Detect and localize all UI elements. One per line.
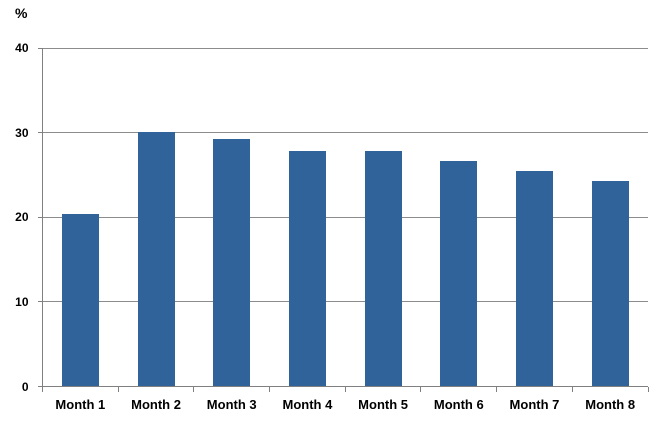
bar-month-6 <box>440 160 478 387</box>
gridline <box>42 301 648 303</box>
x-axis-tick <box>117 386 119 392</box>
x-axis-category-label: Month 5 <box>358 396 408 412</box>
y-axis-tick-label: 0 <box>21 379 29 394</box>
y-axis-tick <box>37 47 43 49</box>
x-axis-category-label: Month 6 <box>433 396 484 412</box>
gridline <box>42 47 648 49</box>
x-axis-tick <box>420 386 422 392</box>
x-axis-tick <box>344 386 346 392</box>
x-axis-tick <box>571 386 573 392</box>
bar-month-7 <box>515 170 553 387</box>
x-axis-category-label: Month 4 <box>282 396 333 412</box>
x-axis-tick <box>496 386 498 392</box>
x-axis-category-label: Month 2 <box>131 396 181 412</box>
gridline <box>42 216 648 218</box>
bar-month-1 <box>61 213 99 387</box>
gridline <box>42 132 648 134</box>
y-axis-tick-label: 30 <box>15 125 29 140</box>
x-axis-tick <box>647 386 649 392</box>
x-axis-tick <box>269 386 271 392</box>
y-axis-tick-label: 10 <box>15 294 29 309</box>
x-axis-category-label: Month 1 <box>55 396 106 412</box>
y-axis-tick <box>37 301 43 303</box>
y-axis-line <box>42 48 43 392</box>
x-axis-line <box>42 386 648 387</box>
bar-month-4 <box>288 151 326 387</box>
y-axis-tick <box>37 216 43 218</box>
x-axis-category-label: Month 7 <box>509 396 560 412</box>
bar-month-3 <box>213 139 251 387</box>
bar-month-8 <box>591 180 629 387</box>
y-axis-tick-label: 20 <box>15 210 29 225</box>
y-axis-tick <box>37 386 43 387</box>
x-axis-category-label: Month 3 <box>206 396 257 412</box>
x-axis-category-label: Month 8 <box>585 396 636 412</box>
y-axis-tick-label: 40 <box>15 41 29 55</box>
y-axis-unit-label: % <box>15 5 28 21</box>
x-axis-tick <box>193 386 195 392</box>
y-axis-tick <box>37 132 43 134</box>
bar-month-5 <box>364 151 402 387</box>
bar-month-2 <box>137 131 175 387</box>
